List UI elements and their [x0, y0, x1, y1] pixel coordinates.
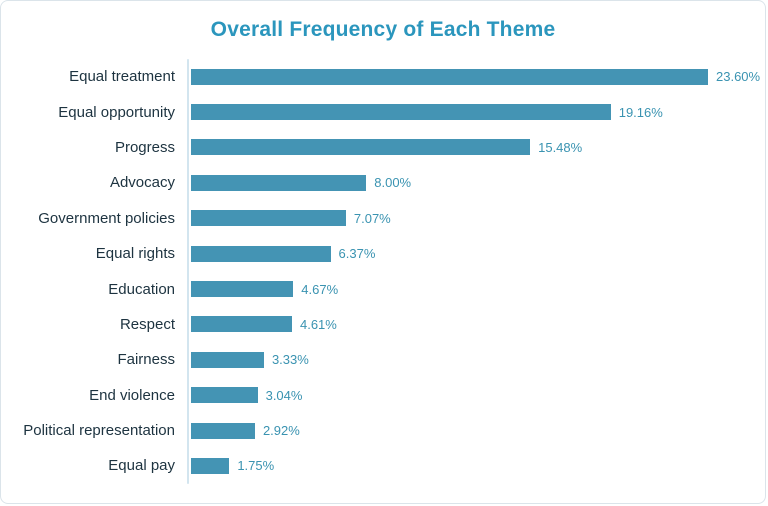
bar-rows: Equal treatment 23.60% Equal opportunity 19… — [1, 59, 761, 484]
bar — [191, 210, 346, 227]
bar — [191, 245, 331, 262]
value-label: 7.07% — [353, 210, 391, 226]
category-label: Respect — [119, 315, 175, 333]
bar-area: 3.04% — [189, 378, 761, 413]
bar-row: Political representation 2.92% — [1, 413, 761, 448]
bar-area: 3.33% — [189, 342, 761, 377]
bar-row: Equal opportunity 19.16% — [1, 94, 761, 129]
bar-area: 7.07% — [189, 201, 761, 236]
bar-area: 1.75% — [189, 448, 761, 483]
bar-row: End violence 3.04% — [1, 378, 761, 413]
value-label: 4.67% — [301, 281, 339, 297]
bar — [191, 281, 294, 298]
category-label: Equal opportunity — [58, 103, 175, 121]
bar-area: 19.16% — [189, 94, 761, 129]
bar-row: Respect 4.61% — [1, 307, 761, 342]
bar — [191, 139, 531, 156]
value-label: 8.00% — [374, 175, 412, 191]
bar-chart: Equal treatment 23.60% Equal opportunity 19… — [1, 59, 765, 484]
bar-row: Progress 15.48% — [1, 130, 761, 165]
value-label: 1.75% — [237, 458, 275, 474]
bar-area: 23.60% — [189, 59, 761, 94]
bar-area: 15.48% — [189, 130, 761, 165]
bar-area: 4.61% — [189, 307, 761, 342]
chart-title: Overall Frequency of Each Theme — [210, 18, 556, 41]
bar-row: Education 4.67% — [1, 271, 761, 306]
category-label: End violence — [89, 386, 175, 404]
category-label: Government policies — [38, 209, 175, 227]
bar-area: 2.92% — [189, 413, 761, 448]
bar-row: Advocacy 8.00% — [1, 165, 761, 200]
bar — [191, 174, 367, 191]
y-axis-line — [187, 59, 189, 484]
bar — [191, 351, 264, 368]
bar-row: Equal pay 1.75% — [1, 448, 761, 483]
category-label: Political representation — [23, 422, 175, 440]
bar-area: 4.67% — [189, 271, 761, 306]
value-label: 3.33% — [271, 352, 309, 368]
category-label: Progress — [114, 138, 175, 156]
category-label: Education — [108, 280, 175, 298]
bar-row: Equal treatment 23.60% — [1, 59, 761, 94]
bar — [191, 104, 611, 121]
category-label: Equal pay — [108, 457, 175, 475]
value-label: 4.61% — [299, 316, 337, 332]
category-label: Advocacy — [109, 174, 175, 192]
bar — [191, 387, 258, 404]
value-label: 23.60% — [716, 69, 761, 85]
value-label: 6.37% — [338, 246, 376, 262]
bar-area: 8.00% — [189, 165, 761, 200]
value-label: 19.16% — [618, 104, 663, 120]
value-label: 15.48% — [538, 139, 583, 155]
bar — [191, 422, 255, 439]
bar — [191, 316, 292, 333]
bar-row: Equal rights 6.37% — [1, 236, 761, 271]
value-label: 3.04% — [265, 387, 303, 403]
bar — [191, 68, 708, 85]
category-label: Equal treatment — [69, 68, 175, 86]
bar-row: Government policies 7.07% — [1, 201, 761, 236]
bar-row: Fairness 3.33% — [1, 342, 761, 377]
category-label: Equal rights — [95, 245, 175, 263]
value-label: 2.92% — [262, 423, 300, 439]
bar — [191, 457, 230, 474]
category-label: Fairness — [117, 351, 175, 369]
bar-area: 6.37% — [189, 236, 761, 271]
